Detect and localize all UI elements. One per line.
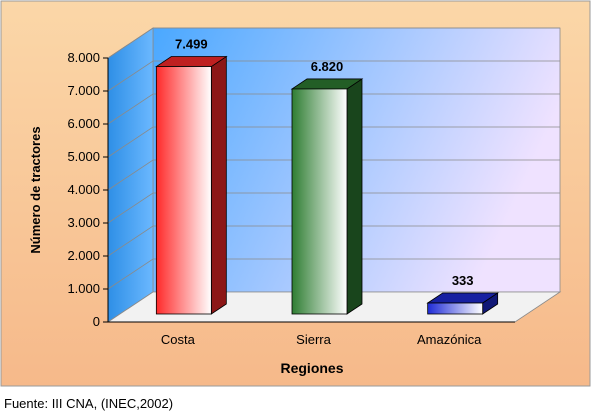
data-label: 6.820	[311, 59, 344, 74]
bar-front	[291, 88, 348, 315]
y-tick-label: 4.000	[67, 182, 100, 197]
gridline	[107, 225, 560, 257]
data-label: 333	[452, 273, 474, 288]
bar-side	[210, 55, 227, 315]
source-note: Fuente: III CNA, (INEC,2002)	[4, 396, 174, 411]
y-tick-label: 2.000	[67, 248, 100, 263]
bar-front	[155, 66, 212, 315]
y-tick-label: 0	[93, 314, 100, 329]
x-axis-ticks: Costa Sierra Amazónica	[161, 332, 482, 347]
gridline	[107, 126, 560, 158]
data-label: 7.499	[175, 37, 208, 52]
bar-side	[346, 78, 363, 315]
gridline	[107, 258, 560, 290]
y-tick-label: 6.000	[67, 116, 100, 131]
gridline	[107, 93, 560, 125]
bar-2: 333	[426, 273, 499, 315]
x-tick-label: Amazónica	[417, 332, 482, 347]
y-tick-label: 5.000	[67, 149, 100, 164]
gridline	[107, 192, 560, 224]
y-tick-label: 1.000	[67, 281, 100, 296]
y-axis-ticks: 0 1.000 2.000 3.000 4.000 5.000 6.000 7.000 8.00…	[67, 50, 515, 329]
y-tick-label: 7.000	[67, 83, 100, 98]
gridline	[107, 27, 560, 59]
x-axis-label: Regiones	[280, 360, 343, 376]
y-tick-label: 8.000	[67, 50, 100, 65]
y-axis-label: Número de tractores	[28, 126, 43, 253]
gridlines	[107, 27, 560, 290]
x-tick-label: Sierra	[296, 332, 331, 347]
gridline	[107, 159, 560, 191]
gridline	[107, 60, 560, 92]
bar-front	[427, 302, 484, 315]
bar-1: 6.820	[290, 59, 364, 315]
bar-0: 7.499	[155, 37, 228, 315]
y-tick-label: 3.000	[67, 215, 100, 230]
bars: 7.499 6.820 333	[155, 37, 499, 315]
x-tick-label: Costa	[161, 332, 196, 347]
